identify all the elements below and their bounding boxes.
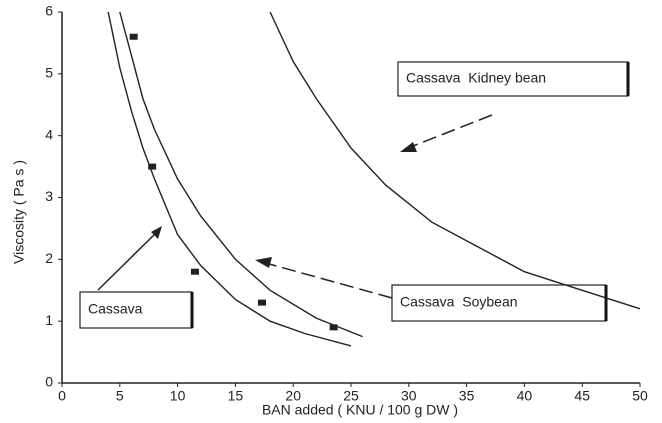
arrow-head (255, 257, 272, 268)
curve (119, 11, 363, 338)
x-tick-label: 50 (632, 388, 648, 404)
arrow-head (400, 142, 417, 152)
label-box (79, 291, 193, 329)
y-tick-label: 4 (45, 126, 53, 142)
x-tick-label: 25 (343, 388, 359, 404)
x-tick-label: 5 (116, 388, 124, 404)
data-point (190, 268, 199, 275)
series-label: Cassava (88, 301, 143, 317)
x-tick-label: 20 (285, 388, 301, 404)
arrow (261, 261, 393, 299)
y-tick-label: 1 (45, 312, 53, 328)
x-tick-label: 30 (401, 388, 417, 404)
y-tick-label: 6 (45, 3, 53, 19)
data-point (329, 324, 338, 331)
x-axis-title: BAN added ( KNU / 100 g DW ) (262, 402, 458, 418)
data-point (148, 163, 157, 170)
x-tick-label: 0 (58, 388, 66, 404)
data-point (129, 33, 138, 40)
x-tick-label: 35 (459, 388, 475, 404)
curve (269, 11, 641, 310)
x-tick-label: 45 (574, 388, 590, 404)
series-label: Cassava Kidney bean (406, 70, 546, 86)
x-tick-label: 15 (228, 388, 244, 404)
arrow-head (151, 226, 162, 239)
series-label: Cassava Soybean (400, 294, 518, 310)
y-tick-label: 0 (45, 374, 53, 390)
arrow (407, 114, 493, 149)
curve (107, 11, 352, 347)
data-point (257, 299, 266, 306)
y-axis-title: Viscosity ( Pa s ) (11, 160, 27, 264)
x-tick-label: 40 (517, 388, 533, 404)
y-tick-label: 2 (45, 250, 53, 266)
y-tick-label: 3 (45, 188, 53, 204)
label-box (397, 61, 629, 97)
x-tick-label: 10 (170, 388, 186, 404)
arrow (97, 231, 158, 291)
y-tick-label: 5 (45, 65, 53, 81)
